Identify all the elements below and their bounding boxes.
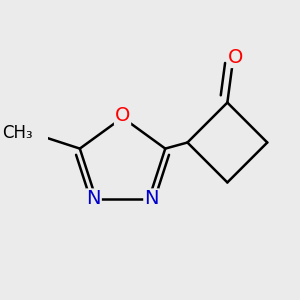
Text: N: N [144,189,159,208]
Text: CH₃: CH₃ [2,124,32,142]
Text: O: O [115,106,130,124]
Text: N: N [86,189,101,208]
Text: O: O [228,48,244,67]
